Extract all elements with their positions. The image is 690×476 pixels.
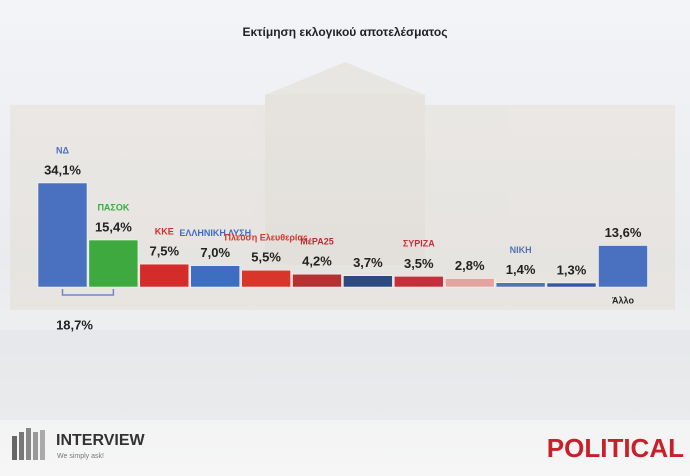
bar bbox=[598, 245, 648, 288]
category-label: Άλλο bbox=[612, 295, 634, 305]
bar bbox=[88, 239, 139, 288]
chart-title: Εκτίμηση εκλογικού αποτελέσματος bbox=[242, 25, 447, 39]
bar bbox=[394, 276, 444, 288]
bar bbox=[495, 282, 546, 288]
bar bbox=[139, 263, 190, 288]
bar bbox=[292, 273, 342, 288]
bracket bbox=[61, 289, 115, 296]
category-label: ΜέΡΑ25 bbox=[300, 237, 333, 247]
value-label: 5,5% bbox=[251, 250, 281, 265]
bar bbox=[37, 182, 88, 288]
bar bbox=[444, 278, 495, 288]
value-label: 3,5% bbox=[404, 256, 434, 271]
building-backdrop bbox=[0, 62, 690, 420]
bar bbox=[241, 269, 291, 288]
brand-left: INTERVIEW bbox=[56, 432, 146, 449]
value-label: 1,3% bbox=[557, 262, 587, 277]
brand-tagline: We simply ask! bbox=[57, 453, 104, 460]
annotation: 18,7% bbox=[56, 317, 93, 332]
value-label: 2,8% bbox=[455, 258, 485, 273]
value-label: 4,2% bbox=[302, 254, 332, 269]
interview-logo: INTERVIEW We simply ask! bbox=[12, 428, 146, 460]
value-label: 34,1% bbox=[44, 162, 81, 177]
value-label: 3,7% bbox=[353, 255, 383, 270]
bar bbox=[343, 275, 393, 288]
bar bbox=[546, 282, 597, 288]
category-label: ΕΛΛΗΝΙΚΗ ΛΥΣΗ bbox=[179, 228, 251, 238]
value-label: 15,4% bbox=[95, 219, 132, 234]
category-label: ΠΑΣΟΚ bbox=[97, 202, 129, 212]
category-label: ΝΔ bbox=[56, 145, 69, 155]
category-label: ΣΥΡΙΖΑ bbox=[403, 239, 435, 249]
brand-right: POLITICAL bbox=[547, 433, 684, 463]
category-label: Πλεύση Ελευθερίας bbox=[225, 233, 308, 243]
bar bbox=[190, 265, 240, 288]
value-label: 1,4% bbox=[506, 262, 536, 277]
category-label: ΝΙΚΗ bbox=[510, 245, 532, 255]
value-label: 13,6% bbox=[605, 225, 642, 240]
value-label: 7,0% bbox=[200, 245, 230, 260]
category-label: ΚΚΕ bbox=[155, 227, 174, 237]
value-label: 7,5% bbox=[149, 244, 179, 259]
